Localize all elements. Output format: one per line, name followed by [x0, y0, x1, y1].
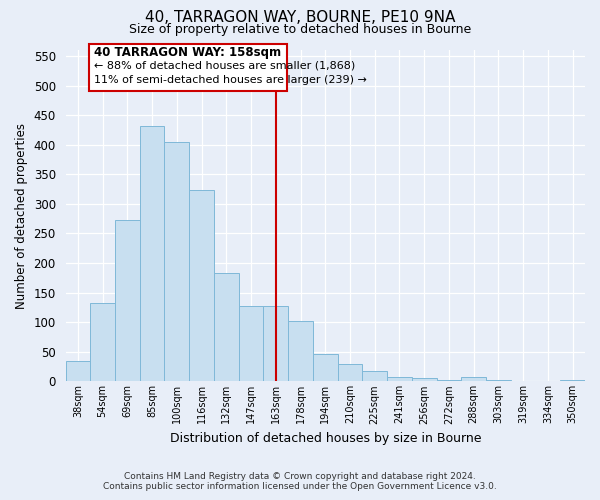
Bar	[263, 306, 288, 382]
Bar	[461, 377, 486, 382]
Bar	[362, 372, 387, 382]
Text: 11% of semi-detached houses are larger (239) →: 11% of semi-detached houses are larger (…	[94, 74, 367, 85]
Bar	[338, 364, 362, 382]
Bar	[313, 354, 338, 382]
Text: ← 88% of detached houses are smaller (1,868): ← 88% of detached houses are smaller (1,…	[94, 61, 355, 71]
Bar	[511, 381, 536, 382]
FancyBboxPatch shape	[89, 44, 287, 92]
Bar	[189, 190, 214, 382]
Text: Contains public sector information licensed under the Open Government Licence v3: Contains public sector information licen…	[103, 482, 497, 491]
Text: 40 TARRAGON WAY: 158sqm: 40 TARRAGON WAY: 158sqm	[94, 46, 281, 60]
Text: 40, TARRAGON WAY, BOURNE, PE10 9NA: 40, TARRAGON WAY, BOURNE, PE10 9NA	[145, 10, 455, 25]
Bar	[164, 142, 189, 382]
Bar	[90, 302, 115, 382]
Text: Size of property relative to detached houses in Bourne: Size of property relative to detached ho…	[129, 22, 471, 36]
Bar	[536, 381, 560, 382]
Bar	[486, 380, 511, 382]
Bar	[115, 220, 140, 382]
X-axis label: Distribution of detached houses by size in Bourne: Distribution of detached houses by size …	[170, 432, 481, 445]
Text: Contains HM Land Registry data © Crown copyright and database right 2024.: Contains HM Land Registry data © Crown c…	[124, 472, 476, 481]
Bar	[140, 126, 164, 382]
Bar	[239, 306, 263, 382]
Bar	[437, 380, 461, 382]
Bar	[560, 380, 585, 382]
Bar	[288, 321, 313, 382]
Bar	[214, 273, 239, 382]
Bar	[412, 378, 437, 382]
Y-axis label: Number of detached properties: Number of detached properties	[15, 122, 28, 308]
Bar	[65, 360, 90, 382]
Bar	[387, 376, 412, 382]
